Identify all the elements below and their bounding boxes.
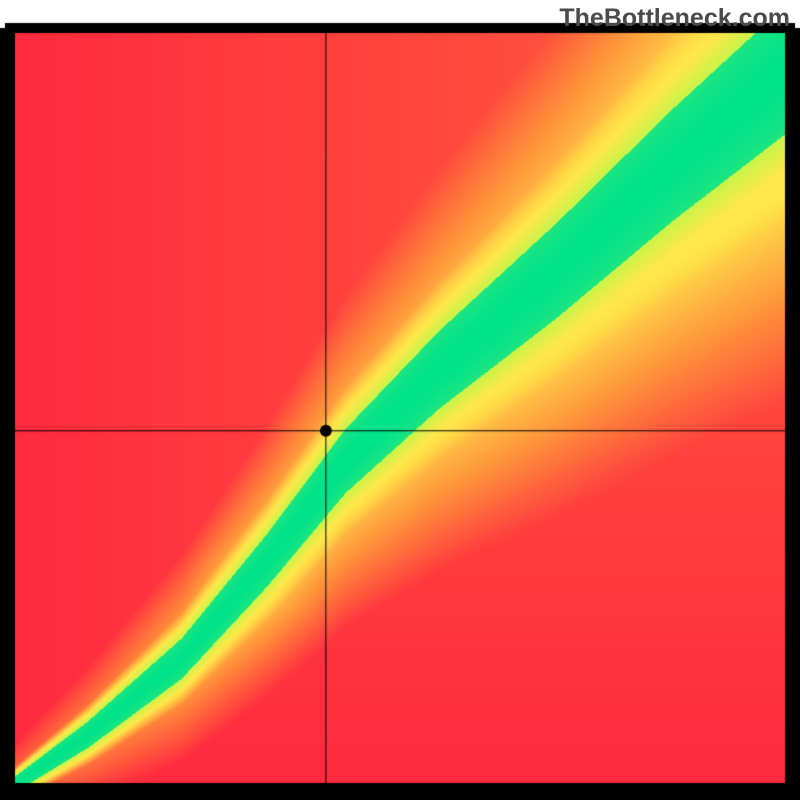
chart-container: TheBottleneck.com [0,0,800,800]
watermark-text: TheBottleneck.com [559,4,790,33]
heatmap-canvas [0,0,800,800]
